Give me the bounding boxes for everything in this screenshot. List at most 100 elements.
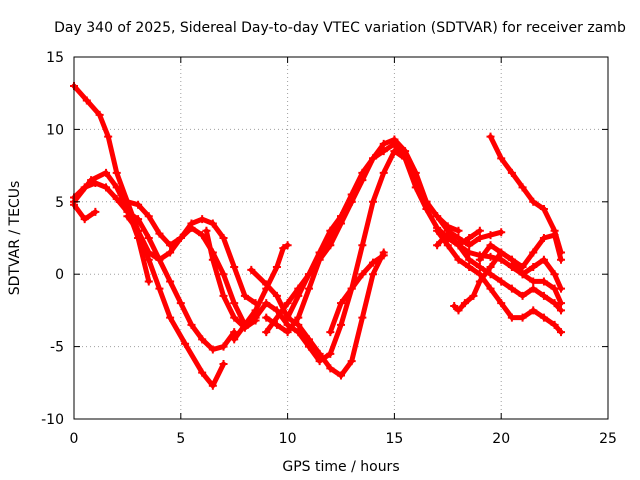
data-point-marker [475,234,484,242]
data-point-marker [358,313,367,322]
data-point-marker [326,364,335,373]
data-point-marker [247,265,256,274]
data-point-marker [557,328,566,337]
data-point-marker [390,139,399,148]
data-point-marker [208,255,217,264]
data-point-marker [507,168,516,177]
data-point-marker [198,368,207,377]
data-point-marker [87,176,96,185]
data-point-marker [272,291,281,300]
data-point-marker [262,328,271,337]
data-point-marker [208,381,217,390]
x-tick-label: 25 [599,431,617,447]
data-point-marker [550,320,559,329]
data-point-marker [379,147,388,156]
data-point-marker [283,299,292,308]
data-point-marker [123,197,132,206]
data-point-marker [219,291,228,300]
data-point-marker [475,226,484,235]
data-point-marker [465,241,474,250]
data-point-marker [347,190,356,199]
data-point-marker [262,299,271,308]
series-track-12 [253,148,483,364]
data-point-marker [529,197,538,206]
data-point-marker [475,277,484,286]
data-point-marker [144,212,153,221]
y-tick-label: 15 [46,50,64,66]
data-point-marker [230,335,239,344]
data-point-marker [304,270,313,279]
data-point-marker [539,234,548,242]
data-point-marker [443,222,452,231]
data-point-marker [460,299,469,308]
data-point-marker [198,215,207,224]
grid-lines [74,57,608,419]
data-point-marker [433,226,442,235]
data-point-marker [486,241,495,250]
data-point-marker [187,219,196,228]
data-point-marker [497,228,506,237]
data-point-marker [450,302,459,311]
data-point-marker [550,270,559,279]
data-point-marker [134,226,143,235]
data-point-marker [272,306,281,315]
data-point-marker [315,357,324,366]
data-point-marker [550,284,559,293]
data-point-marker [208,219,217,228]
data-point-marker [262,313,271,322]
data-point-marker [304,284,313,293]
data-point-marker [454,241,463,250]
data-point-marker [283,241,292,250]
y-tick-label: -10 [41,412,64,428]
series-track-7 [203,228,259,331]
data-point-marker [518,313,527,322]
data-point-marker [134,215,143,224]
data-point-marker [102,183,111,192]
data-point-marker [144,277,153,286]
data-point-marker [337,371,345,380]
data-point-marker [497,277,506,286]
data-point-marker [529,277,538,286]
data-point-marker [529,284,538,293]
data-point-marker [454,226,463,235]
data-point-marker [262,284,271,293]
x-tick-label: 0 [70,431,79,447]
data-point-marker [454,306,463,315]
data-point-marker [294,313,303,322]
data-point-marker [557,299,566,308]
data-point-marker [123,212,132,221]
data-point-marker [219,270,228,279]
data-point-marker [433,212,442,221]
data-point-marker [337,212,345,221]
data-point-marker [518,291,527,300]
data-point-marker [443,229,452,238]
data-point-marker [337,299,345,308]
data-point-marker [497,299,506,308]
data-point-marker [294,291,303,300]
y-tick-label: 5 [55,195,64,211]
data-point-marker [187,320,196,329]
data-point-marker [497,255,506,264]
x-tick-label: 20 [492,431,510,447]
data-point-marker [401,154,410,163]
data-point-marker [465,248,474,257]
data-point-marker [123,205,132,214]
data-point-marker [358,270,367,279]
data-point-marker [347,284,356,293]
data-point-marker [230,313,239,322]
data-point-marker [102,168,111,177]
data-point-marker [155,255,164,264]
data-point-marker [529,262,538,271]
data-point-marker [283,320,292,329]
axis-ticks: 0 5 10 15 20 25 -10 -5 0 5 10 15 [41,50,617,447]
data-point-marker [283,328,292,337]
data-point-marker [104,132,113,141]
data-point-marker [539,205,548,214]
data-point-marker [507,313,516,322]
data-point-marker [486,284,495,293]
data-point-marker [112,194,121,203]
data-point-marker [326,328,335,337]
data-point-marker [91,207,100,216]
data-point-marker [82,96,91,105]
